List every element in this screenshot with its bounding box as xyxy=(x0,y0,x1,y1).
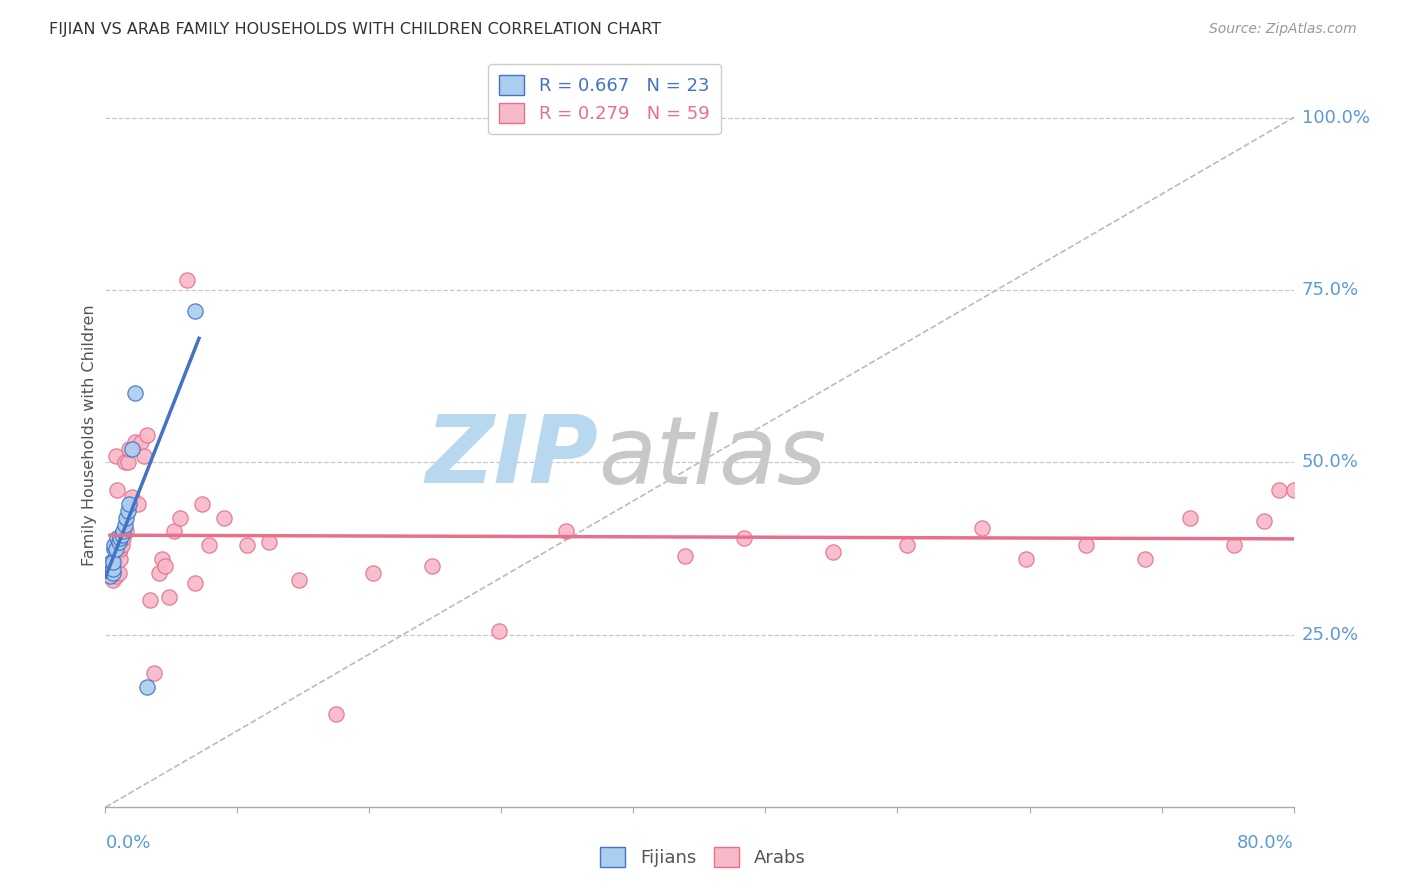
Point xyxy=(104,569,127,583)
Point xyxy=(554,524,576,539)
Point xyxy=(150,552,173,566)
Point xyxy=(214,510,236,524)
Point xyxy=(157,590,180,604)
Point xyxy=(129,434,152,449)
Point xyxy=(1178,510,1201,524)
Point xyxy=(198,538,221,552)
Point xyxy=(488,624,510,639)
Point xyxy=(103,541,125,556)
Point xyxy=(111,528,134,542)
Point xyxy=(112,524,135,539)
Point xyxy=(101,566,124,580)
Point xyxy=(733,531,755,545)
Point xyxy=(257,534,280,549)
Point xyxy=(118,442,141,456)
Point xyxy=(108,566,131,580)
Text: atlas: atlas xyxy=(599,412,827,503)
Point xyxy=(100,558,122,573)
Text: 75.0%: 75.0% xyxy=(1302,281,1360,299)
Text: Source: ZipAtlas.com: Source: ZipAtlas.com xyxy=(1209,22,1357,37)
Point xyxy=(115,524,138,539)
Point xyxy=(124,386,146,401)
Text: 0.0%: 0.0% xyxy=(105,834,150,852)
Text: 80.0%: 80.0% xyxy=(1237,834,1294,852)
Point xyxy=(970,521,993,535)
Point xyxy=(124,434,146,449)
Point xyxy=(115,510,138,524)
Point xyxy=(100,556,122,570)
Text: FIJIAN VS ARAB FAMILY HOUSEHOLDS WITH CHILDREN CORRELATION CHART: FIJIAN VS ARAB FAMILY HOUSEHOLDS WITH CH… xyxy=(49,22,661,37)
Point xyxy=(420,558,443,573)
Point xyxy=(104,541,127,556)
Point xyxy=(143,665,166,680)
Point xyxy=(100,562,122,576)
Point xyxy=(191,497,214,511)
Point xyxy=(361,566,384,580)
Point xyxy=(148,566,170,580)
Point xyxy=(110,552,132,566)
Point xyxy=(114,517,136,532)
Point xyxy=(101,556,124,570)
Point xyxy=(121,490,143,504)
Y-axis label: Family Households with Children: Family Households with Children xyxy=(82,304,97,566)
Point xyxy=(121,442,143,456)
Point xyxy=(325,707,347,722)
Point xyxy=(101,556,124,570)
Point xyxy=(176,273,198,287)
Point xyxy=(169,510,191,524)
Point xyxy=(287,573,309,587)
Point xyxy=(1015,552,1038,566)
Point xyxy=(673,549,696,563)
Text: 100.0%: 100.0% xyxy=(1302,109,1369,127)
Point xyxy=(896,538,918,552)
Point xyxy=(153,558,176,573)
Point xyxy=(100,569,122,583)
Point xyxy=(117,455,139,469)
Point xyxy=(136,680,159,694)
Point xyxy=(104,449,127,463)
Point xyxy=(127,497,149,511)
Point xyxy=(101,573,124,587)
Point xyxy=(108,545,131,559)
Point xyxy=(110,531,132,545)
Point xyxy=(139,593,162,607)
Point xyxy=(101,562,124,576)
Text: ZIP: ZIP xyxy=(426,411,599,503)
Point xyxy=(110,541,132,556)
Point xyxy=(183,576,205,591)
Text: 25.0%: 25.0% xyxy=(1302,626,1360,644)
Point xyxy=(1133,552,1156,566)
Point xyxy=(132,449,155,463)
Text: 50.0%: 50.0% xyxy=(1302,453,1358,472)
Point xyxy=(112,531,135,545)
Point xyxy=(1074,538,1097,552)
Point xyxy=(108,534,131,549)
Point xyxy=(103,538,125,552)
Point xyxy=(1223,538,1246,552)
Point xyxy=(114,455,136,469)
Point xyxy=(235,538,257,552)
Point xyxy=(105,483,128,497)
Point xyxy=(111,538,134,552)
Legend: Fijians, Arabs: Fijians, Arabs xyxy=(593,839,813,874)
Point xyxy=(103,566,125,580)
Point xyxy=(1282,483,1305,497)
Point xyxy=(117,504,139,518)
Point xyxy=(98,566,121,580)
Point xyxy=(1267,483,1289,497)
Point xyxy=(823,545,845,559)
Point xyxy=(100,562,122,576)
Point xyxy=(105,531,128,545)
Point xyxy=(118,497,141,511)
Point xyxy=(163,524,186,539)
Point xyxy=(1253,514,1275,528)
Legend: R = 0.667   N = 23, R = 0.279   N = 59: R = 0.667 N = 23, R = 0.279 N = 59 xyxy=(488,64,720,134)
Point xyxy=(183,303,205,318)
Point xyxy=(98,569,121,583)
Point xyxy=(136,428,159,442)
